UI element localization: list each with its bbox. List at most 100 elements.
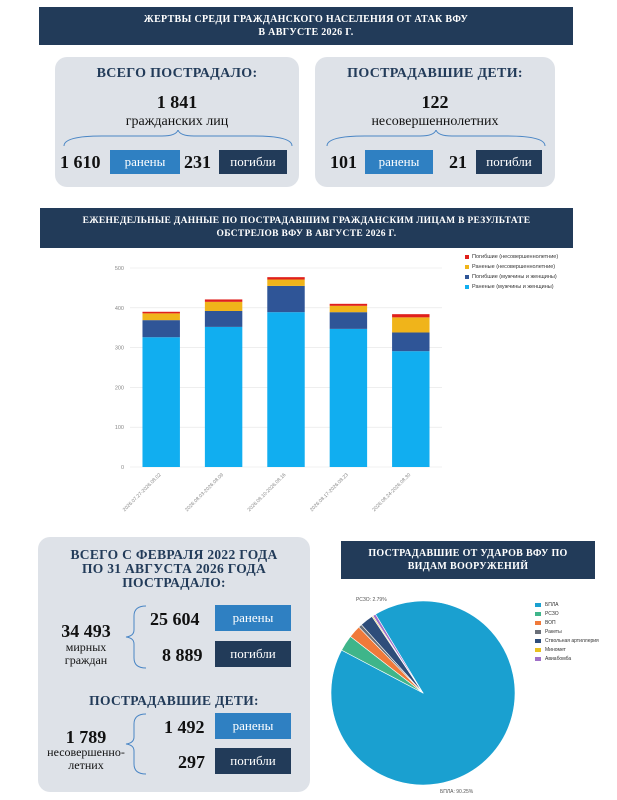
bar-segment [267,312,305,467]
children-killed-label: погибли [476,150,542,174]
x-tick-label: 2026.07.27-2026.08.02 [122,472,163,513]
legend-label: Погибшие (мужчины и женщины) [472,274,557,280]
bar-segment [142,337,180,467]
legend-item: Раненые (мужчины и женщины) [465,282,595,292]
since-2022-children-wounded-count: 1 492 [164,717,205,737]
pie-slice-label: РСЗО: 2.79% [356,597,387,603]
pie-legend-item: ВОП [535,618,615,627]
pie-legend-swatch [535,647,541,652]
since-2022-wounded-count: 25 604 [150,609,200,629]
pie-legend-swatch [535,620,541,625]
since-2022-title-line2: ПО 31 АВГУСТА 2026 ГОДА [81,561,267,576]
pie-legend-item: БПЛА [535,600,615,609]
since-2022-killed-count: 8 889 [162,645,203,665]
pie-legend-label: РСЗО [545,610,559,617]
children-wounded-count: 101 [330,152,357,172]
bar-segment [204,299,243,302]
since-2022-total-label: мирных граждан [46,641,126,667]
since-2022-children-count: 1 789 [65,727,107,747]
since-2022-title-line3: ПОСТРАДАЛО: [122,575,226,590]
weekly-bar-chart: 0 100 200 300 400 500 2026.07.27-2026.08.02 202… [115,266,442,513]
bar-segment [142,320,180,338]
legend-label: Погибшие (несовершеннолетние) [472,254,559,260]
x-tick-label: 2026.08.03-2026.08.09 [184,472,225,513]
since-2022-title-line1: ВСЕГО С ФЕВРАЛЯ 2022 ГОДА [70,547,278,562]
total-wounded-label: ранены [110,150,180,174]
y-tick-label: 300 [115,346,124,352]
weekly-banner-line2: ОБСТРЕЛОВ ВФУ В АВГУСТЕ 2026 Г. [216,229,397,239]
pie-legend-label: Авиабомба [545,655,572,662]
pie-legend-label: Миномет [545,646,566,653]
bar-segment [267,279,305,286]
x-tick-label: 2026.08.10-2026.08.16 [247,472,288,513]
bar-segment [392,314,430,318]
legend-label: Раненые (мужчины и женщины) [472,284,554,290]
pie-legend-item: Авиабомба [535,654,615,663]
legend-item: Погибшие (несовершеннолетние) [465,252,595,262]
weapons-pie-legend: БПЛА РСЗО ВОП Ракеты Ствольная артиллерия Мин… [535,600,615,663]
total-brace [63,130,293,147]
weekly-chart-legend: Погибшие (несовершеннолетние) Раненые (не… [465,252,595,292]
pie-legend-label: Ракеты [545,628,562,635]
y-tick-label: 400 [115,306,124,312]
since-2022-children-label-line1: несовершенно- [47,745,125,759]
since-2022-children-wounded-label: ранены [215,713,291,739]
legend-item: Погибшие (мужчины и женщины) [465,272,595,282]
legend-swatch [465,285,469,289]
bar-segment [142,311,180,314]
pie-legend-item: РСЗО [535,609,615,618]
pie-legend-swatch [535,611,541,616]
header-title-line1: ЖЕРТВЫ СРЕДИ ГРАЖДАНСКОГО НАСЕЛЕНИЯ ОТ А… [143,14,469,25]
total-count: 1 841 [156,92,198,112]
legend-label: Раненые (несовершеннолетние) [472,264,556,270]
weapons-banner-line1: ПОСТРАДАВШИЕ ОТ УДАРОВ ВФУ ПО [368,548,568,559]
weapons-banner: ПОСТРАДАВШИЕ ОТ УДАРОВ ВФУ ПО ВИДАМ ВООР… [341,541,595,579]
total-panel-title: ВСЕГО ПОСТРАДАЛО: [96,66,258,81]
children-total-label: несовершеннолетних [371,114,499,129]
children-wounded-label: ранены [365,150,433,174]
since-2022-wounded-label: ранены [215,605,291,631]
header-banner: ЖЕРТВЫ СРЕДИ ГРАЖДАНСКОГО НАСЕЛЕНИЯ ОТ А… [39,7,573,45]
since-2022-total-label-line1: мирных [65,640,107,654]
y-tick-label: 0 [121,465,124,471]
y-tick-label: 100 [115,425,124,431]
legend-swatch [465,255,469,259]
y-tick-label: 200 [115,385,124,391]
since-2022-total-count: 34 493 [61,621,111,641]
children-total-count: 122 [421,92,449,112]
since-2022-children-label-line2: летних [68,758,104,772]
y-tick-label: 500 [115,266,124,272]
pie-legend-swatch [535,638,541,643]
since-2022-children-killed-label: погибли [215,748,291,774]
legend-item: Раненые (несовершеннолетние) [465,262,595,272]
bar-segment [329,312,368,329]
pie-legend-label: Ствольная артиллерия [545,637,599,644]
weekly-banner: ЕЖЕНЕДЕЛЬНЫЕ ДАННЫЕ ПО ПОСТРАДАВШИМ ГРАЖ… [40,208,573,248]
weapons-pie-chart: БПЛА: 90.25% РСЗО: 2.79% [330,597,516,795]
since-2022-children-title: ПОСТРАДАВШИЕ ДЕТИ: [89,693,259,708]
pie-legend-label: ВОП [545,619,556,626]
pie-legend-item: Миномет [535,645,615,654]
legend-swatch [465,265,469,269]
children-killed-count: 21 [449,152,467,172]
total-wounded-count: 1 610 [60,152,101,172]
bar-segment [204,326,243,467]
bar-segment [142,313,180,321]
weapons-banner-line2: ВИДАМ ВООРУЖЕНИЙ [407,561,529,572]
since-2022-children-label: несовершенно- летних [40,746,132,772]
total-killed-count: 231 [184,152,211,172]
since-2022-bracket [125,605,147,669]
bar-segment [329,305,368,313]
pie-legend-swatch [535,629,541,634]
since-2022-killed-label: погибли [215,641,291,667]
pie-legend-item: Ствольная артиллерия [535,636,615,645]
since-2022-children-bracket [125,713,147,775]
total-killed-label: погибли [219,150,287,174]
bar-segment [204,310,243,327]
legend-swatch [465,275,469,279]
children-panel-title: ПОСТРАДАВШИЕ ДЕТИ: [347,66,523,81]
pie-legend-swatch [535,656,541,661]
bar-segment [392,332,430,352]
bar-segment [204,301,243,311]
since-2022-children-killed-count: 297 [178,752,205,772]
